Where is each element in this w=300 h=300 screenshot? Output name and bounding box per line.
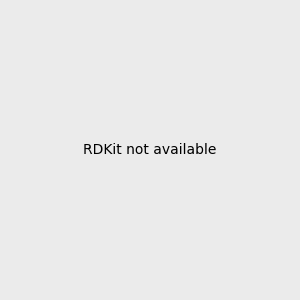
- Text: RDKit not available: RDKit not available: [83, 143, 217, 157]
